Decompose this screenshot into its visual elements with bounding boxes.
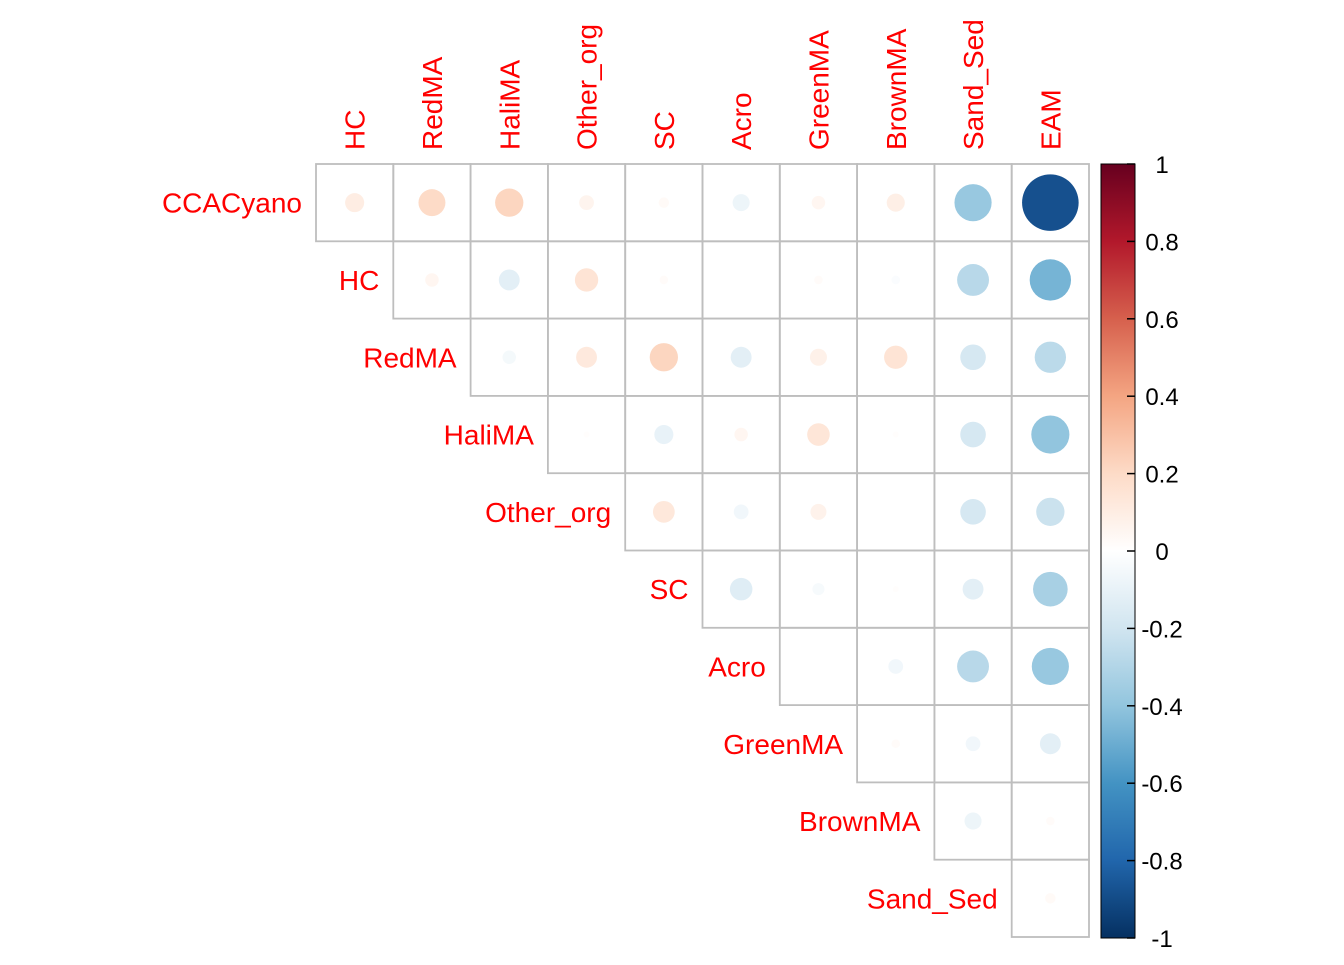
correlation-circle	[957, 263, 990, 296]
colorbar-tick-label: 0.8	[1145, 229, 1178, 256]
correlation-circle	[1045, 893, 1056, 904]
colorbar-tick-label: -1	[1151, 926, 1172, 953]
correlation-circle	[1033, 571, 1068, 607]
column-label: Other_org	[572, 24, 603, 150]
correlation-circle	[576, 346, 597, 368]
correlation-circle	[1036, 497, 1065, 526]
correlation-circle	[658, 197, 670, 208]
correlation-circle	[1046, 816, 1055, 826]
correlation-circle	[810, 503, 827, 520]
correlation-circle	[418, 189, 446, 217]
column-label: EAM	[1035, 89, 1066, 150]
row-label: Sand_Sed	[867, 883, 998, 914]
column-label: RedMA	[417, 56, 448, 150]
correlation-circle	[579, 195, 594, 211]
colorbar-tick-label: 0.6	[1145, 307, 1178, 334]
column-label: HaliMA	[494, 59, 525, 150]
grid-cell	[701, 240, 781, 320]
correlation-circle	[495, 188, 524, 217]
row-label: CCACyano	[162, 188, 302, 219]
grid-cell	[778, 626, 858, 706]
colorbar-tick-label: 1	[1155, 152, 1168, 179]
row-label: HC	[339, 265, 379, 296]
colorbar: 1 0.8 0.6 0.4 0.2 0 -0.2 -0.4 -0.6 -0.8 -1	[1100, 152, 1183, 953]
correlation-circle	[814, 275, 823, 285]
correlation-circle	[809, 348, 827, 366]
correlation-circle	[811, 195, 826, 210]
correlation-circle	[884, 345, 908, 369]
column-label: Acro	[726, 92, 757, 150]
correlation-circle	[729, 577, 753, 601]
correlation-circle	[574, 268, 599, 292]
column-label: GreenMA	[803, 30, 834, 150]
correlation-circle	[733, 504, 749, 520]
correlation-circle	[812, 583, 825, 596]
grid-lines	[315, 163, 1090, 938]
row-label: Other_org	[485, 497, 611, 528]
correlation-circle	[730, 346, 752, 368]
grid-cell	[856, 472, 936, 552]
correlation-circle	[1029, 259, 1072, 301]
correlation-circle	[1034, 341, 1067, 373]
correlation-circle	[954, 184, 992, 222]
correlation-circle	[654, 425, 674, 445]
column-labels: HC RedMA HaliMA Other_org SC Acro GreenMA Brown…	[340, 19, 1067, 150]
colorbar-tick-label: -0.4	[1141, 694, 1182, 721]
row-label: GreenMA	[723, 729, 843, 760]
correlation-circle	[659, 275, 669, 285]
row-label: BrownMA	[799, 806, 921, 837]
correlation-circle	[960, 499, 986, 525]
column-label: HC	[340, 110, 371, 150]
column-label: Sand_Sed	[958, 19, 989, 150]
correlation-circle	[649, 343, 678, 372]
correlation-circle	[964, 812, 982, 830]
correlation-circle	[1031, 647, 1069, 686]
column-label: BrownMA	[881, 28, 912, 150]
correlation-circle	[502, 350, 516, 364]
correlation-circle	[345, 193, 365, 213]
row-labels: CCACyano HC RedMA HaliMA Other_org SC Acro Gree…	[162, 188, 998, 915]
correlation-circle	[886, 193, 905, 212]
correlation-circle	[734, 427, 748, 442]
correlation-circle	[965, 736, 981, 752]
correlation-circle	[1039, 733, 1061, 755]
correlation-circle	[957, 650, 990, 683]
correlation-circle	[425, 273, 439, 287]
correlation-circle	[583, 431, 590, 438]
correlation-circle	[888, 659, 904, 674]
correlation-circle	[960, 421, 986, 448]
correlation-circle	[892, 431, 899, 438]
correlation-circle	[807, 423, 830, 446]
column-label: SC	[649, 111, 680, 150]
row-label: RedMA	[363, 342, 457, 373]
colorbar-tick-label: -0.6	[1141, 771, 1182, 798]
correlation-circle	[962, 578, 984, 600]
colorbar-tick-label: 0	[1155, 539, 1168, 566]
row-label: SC	[650, 574, 689, 605]
row-label: Acro	[708, 651, 766, 682]
correlation-circle	[652, 500, 675, 523]
colorbar-tick-label: 0.2	[1145, 462, 1178, 489]
grid-cell	[1010, 858, 1090, 938]
correlation-circle	[732, 194, 750, 212]
correlation-circle	[892, 586, 899, 593]
correlation-circle	[891, 275, 901, 285]
row-label: HaliMA	[444, 420, 535, 451]
colorbar-tick-label: 0.4	[1145, 384, 1178, 411]
correlation-circle	[1031, 415, 1070, 454]
correlation-circle	[960, 344, 986, 371]
correlation-circle	[891, 739, 901, 749]
correlation-circle	[1022, 174, 1079, 231]
colorbar-tick-label: -0.8	[1141, 849, 1182, 876]
correlation-circle	[498, 269, 520, 291]
colorbar-tick-label: -0.2	[1141, 616, 1182, 643]
correlation-circles	[345, 174, 1079, 904]
